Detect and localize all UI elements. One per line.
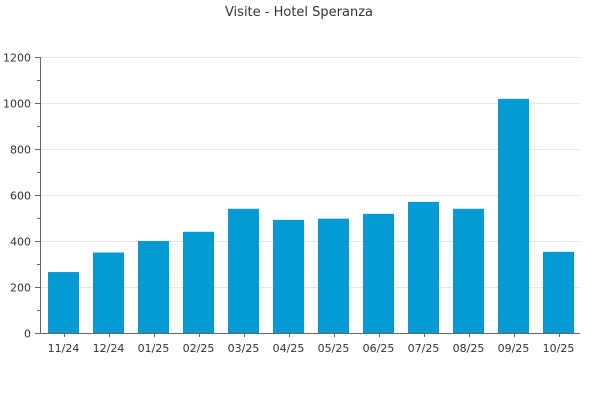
y-tick-label: 1000 <box>3 98 31 111</box>
x-tick-label: 10/25 <box>543 342 575 355</box>
bar-04-25 <box>273 219 304 333</box>
y-tick-label: 0 <box>24 328 31 341</box>
x-tick-label: 09/25 <box>498 342 530 355</box>
bar-08-25 <box>453 208 484 333</box>
bar-03-25 <box>228 208 259 333</box>
x-tick-label: 07/25 <box>408 342 440 355</box>
x-tick-label: 04/25 <box>273 342 305 355</box>
x-tick-label: 08/25 <box>453 342 485 355</box>
y-axis-ticks: 0 200 400 600 800 1000 1200 <box>3 52 40 341</box>
y-tick-label: 600 <box>10 190 31 203</box>
x-tick-label: 12/24 <box>93 342 125 355</box>
bars <box>48 98 574 333</box>
y-tick-label: 800 <box>10 144 31 157</box>
bar-01-25 <box>138 241 169 333</box>
y-tick-label: 400 <box>10 236 31 249</box>
bar-12-24 <box>93 252 124 333</box>
x-tick-label: 02/25 <box>183 342 215 355</box>
bar-10-25 <box>543 251 574 333</box>
x-tick-label: 01/25 <box>138 342 170 355</box>
chart-title: Visite - Hotel Speranza <box>225 5 373 20</box>
x-tick-label: 11/24 <box>48 342 80 355</box>
axes <box>40 57 580 334</box>
bar-09-25 <box>498 98 529 333</box>
y-tick-label: 200 <box>10 282 31 295</box>
x-tick-label: 06/25 <box>363 342 395 355</box>
bar-05-25 <box>318 218 349 333</box>
bar-11-24 <box>48 272 79 333</box>
bar-06-25 <box>363 213 394 333</box>
x-tick-label: 03/25 <box>228 342 260 355</box>
y-tick-label: 1200 <box>3 52 31 65</box>
x-axis-ticks: 11/24 12/24 01/25 02/25 03/25 04/25 05/25 06/25… <box>48 333 575 355</box>
bar-07-25 <box>408 201 439 333</box>
gridlines <box>40 57 580 288</box>
bar-02-25 <box>183 231 214 333</box>
x-tick-label: 05/25 <box>318 342 350 355</box>
